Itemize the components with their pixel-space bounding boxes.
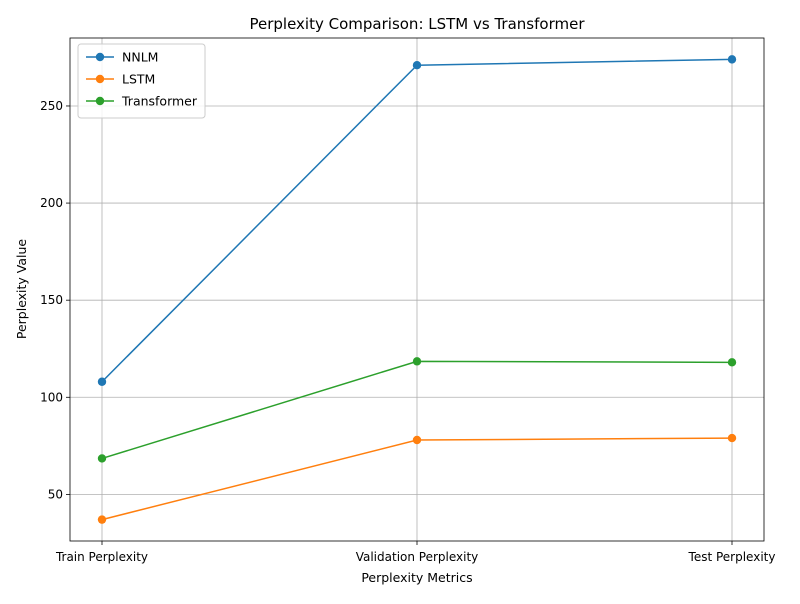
x-tick-label: Train Perplexity [55, 550, 148, 564]
legend-label: LSTM [122, 72, 155, 87]
legend-box [77, 43, 206, 119]
x-tick-label: Validation Perplexity [356, 550, 479, 564]
data-point [97, 377, 107, 386]
data-point [727, 358, 737, 367]
data-point [412, 435, 422, 445]
x-tick-label: Test Perplexity [688, 550, 776, 564]
legend-item: LSTM [86, 72, 155, 87]
x-axis-label: Perplexity Metrics [361, 570, 472, 585]
legend-label: Transformer [121, 94, 198, 109]
legend-swatch-marker [95, 74, 105, 84]
y-tick-label: 200 [40, 196, 63, 210]
legend: NNLM LSTM Transformer [77, 43, 206, 119]
series-lines [97, 55, 737, 524]
y-tick-label: 100 [40, 390, 63, 404]
data-point [412, 60, 422, 70]
data-point [727, 433, 737, 443]
y-tick-label: 50 [48, 487, 63, 501]
legend-swatch-marker [95, 96, 105, 106]
series-nnlm [97, 55, 737, 386]
legend-swatch-marker [95, 52, 105, 62]
plot-frame [69, 37, 765, 542]
y-tick-label: 250 [40, 99, 63, 113]
axes: 50 100 150 200 250 Train Perplexity Validation… [40, 37, 776, 564]
series-lstm [97, 433, 737, 524]
legend-item: NNLM [86, 50, 158, 65]
data-point [97, 454, 107, 463]
legend-item: Transformer [86, 94, 198, 109]
y-axis-label: Perplexity Value [14, 239, 29, 340]
grid [70, 38, 764, 541]
y-tick-label: 150 [40, 293, 63, 307]
data-point [412, 357, 422, 366]
data-point [97, 515, 107, 524]
chart-title: Perplexity Comparison: LSTM vs Transform… [250, 15, 586, 33]
legend-label: NNLM [122, 50, 158, 65]
data-point [727, 55, 737, 64]
series-transformer [97, 357, 737, 463]
